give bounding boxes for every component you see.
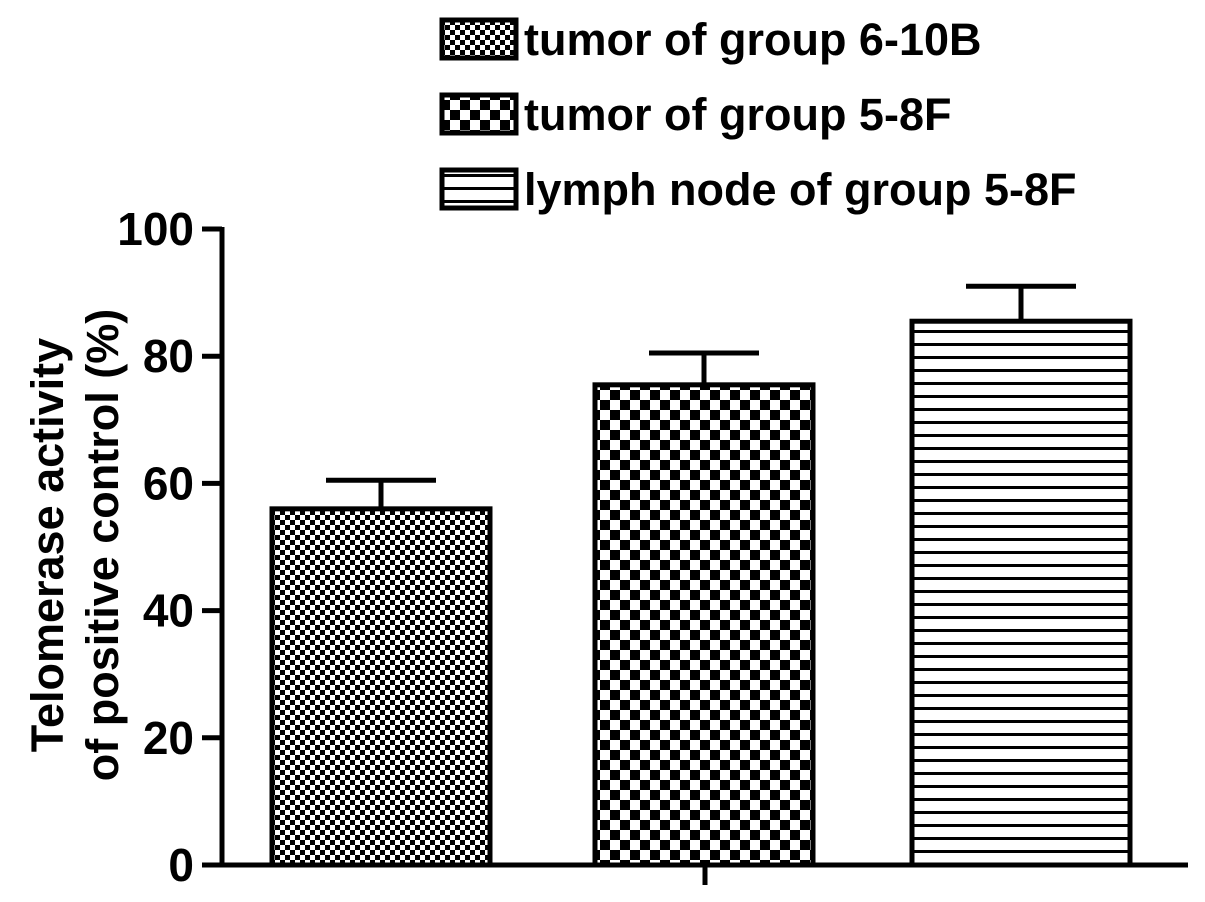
legend: tumor of group 6-10B tumor of group 5-8F l… [439, 14, 1076, 215]
y-axis: 0 20 40 60 80 100 [117, 203, 225, 891]
legend-label-2: tumor of group 5-8F [524, 89, 951, 140]
legend-swatch-2 [439, 92, 519, 136]
y-tick-label-0: 0 [168, 839, 194, 891]
bar-1 [269, 506, 493, 868]
y-axis-title-line-2: of positive control (%) [77, 309, 128, 782]
bars [269, 283, 1133, 868]
y-tick-label-20: 20 [143, 712, 194, 764]
y-tick-label-80: 80 [143, 330, 194, 382]
legend-swatch-3 [439, 167, 519, 211]
legend-label-1: tumor of group 6-10B [524, 14, 982, 65]
x-axis [222, 862, 1188, 885]
y-tick-label-100: 100 [117, 203, 194, 255]
bar-2 [592, 382, 816, 868]
bar-3 [909, 318, 1133, 868]
error-bar-2 [649, 350, 759, 385]
y-tick-label-60: 60 [143, 457, 194, 509]
y-tick-label-40: 40 [143, 585, 194, 637]
error-bar-3 [966, 283, 1076, 322]
legend-swatch-1 [439, 17, 519, 61]
y-axis-title: Telomerase activity of positive control … [22, 309, 128, 782]
error-bar-1 [326, 477, 436, 509]
legend-label-3: lymph node of group 5-8F [524, 164, 1076, 215]
y-axis-title-line-1: Telomerase activity [22, 338, 73, 752]
